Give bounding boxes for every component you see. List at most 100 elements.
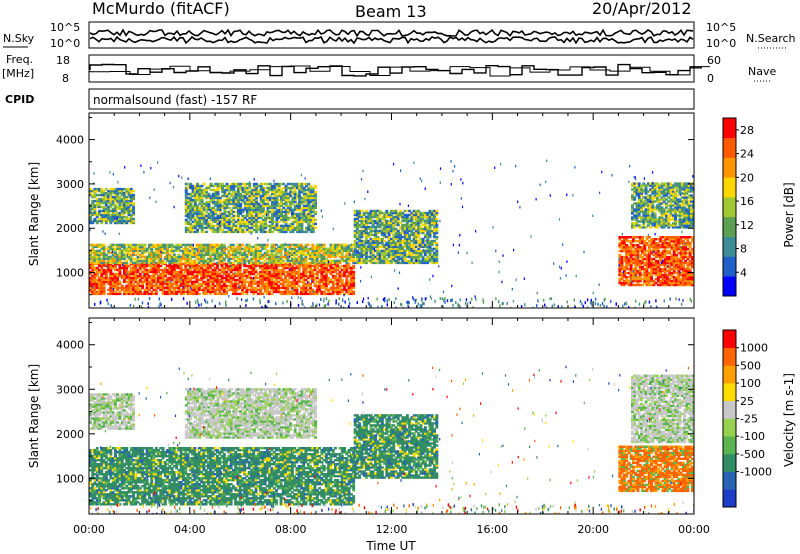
power-cell <box>227 184 231 188</box>
power-cell <box>211 282 215 286</box>
power-cell <box>125 259 129 263</box>
power-cell <box>111 266 115 270</box>
power-cell <box>313 292 317 296</box>
power-cell <box>352 276 356 280</box>
power-cell <box>187 222 190 226</box>
power-cell <box>282 190 286 194</box>
power-cell <box>281 290 285 294</box>
power-cell <box>327 288 331 292</box>
power-cell <box>148 276 151 280</box>
power-cell <box>304 268 308 272</box>
power-cell <box>315 272 319 276</box>
power-cell <box>282 196 286 200</box>
power-cell <box>225 270 228 274</box>
power-cell <box>288 245 292 249</box>
power-cell <box>132 249 135 253</box>
power-cell <box>150 243 154 247</box>
power-cell <box>349 286 353 290</box>
power-cell <box>243 272 247 276</box>
power-cell <box>385 251 389 255</box>
power-cell <box>254 243 258 247</box>
power-cell <box>248 222 252 226</box>
power-cell <box>157 251 160 255</box>
power-cell <box>248 206 252 210</box>
power-cell <box>622 249 626 253</box>
power-cell <box>618 242 622 245</box>
power-cell <box>257 226 261 230</box>
power-cell <box>216 243 219 247</box>
power-cell <box>250 208 254 212</box>
power-cell <box>349 245 353 249</box>
power-cell <box>314 226 317 230</box>
power-cell <box>322 270 326 274</box>
power-cell <box>353 231 357 235</box>
power-cell <box>211 245 215 249</box>
power-cell <box>620 267 624 271</box>
power-cell <box>300 272 303 276</box>
power-cell <box>191 192 195 196</box>
power-cell <box>216 224 220 228</box>
power-cell <box>300 230 304 234</box>
power-cell <box>91 221 95 225</box>
power-cell <box>259 224 263 228</box>
power-cell <box>179 255 183 259</box>
power-cell <box>182 268 185 272</box>
power-cell <box>622 283 626 287</box>
power-cell <box>625 247 629 251</box>
power-cell <box>111 290 115 294</box>
power-cell <box>385 215 389 219</box>
power-cell <box>275 210 279 214</box>
power-cell <box>307 212 311 216</box>
power-cell <box>152 284 156 288</box>
power-cell <box>250 200 254 204</box>
power-cell <box>214 184 218 188</box>
power-cell <box>392 215 396 219</box>
power-cell <box>127 288 131 292</box>
power-cell <box>273 214 277 218</box>
power-cell <box>198 224 202 228</box>
power-cell <box>408 261 411 265</box>
power-cell <box>405 243 409 247</box>
power-cell <box>428 235 432 239</box>
power-cell <box>184 264 188 268</box>
power-cell <box>202 286 206 290</box>
power-cell <box>225 266 228 270</box>
power-cell <box>166 270 169 274</box>
power-cell <box>286 288 290 292</box>
power-cell <box>417 249 421 253</box>
power-cell <box>166 280 169 284</box>
power-cell <box>238 261 242 265</box>
power-cell <box>336 284 340 288</box>
power-cell <box>150 268 154 272</box>
power-cell <box>207 184 211 188</box>
power-cell <box>93 278 97 282</box>
power-cell <box>209 243 213 247</box>
power-cell <box>293 272 297 276</box>
power-cell <box>138 253 142 257</box>
power-cell <box>125 288 129 292</box>
power-cell <box>271 200 274 204</box>
power-cell <box>291 214 295 218</box>
power-cell <box>281 243 285 247</box>
power-cell <box>336 266 340 270</box>
power-cell <box>412 225 416 229</box>
power-cell <box>246 206 249 210</box>
power-cell <box>248 208 252 212</box>
power-cell <box>277 264 281 268</box>
power-cell <box>120 199 124 203</box>
power-cell <box>163 292 167 296</box>
power-cell <box>320 284 324 288</box>
power-cell <box>170 272 174 276</box>
power-cell <box>227 245 231 249</box>
power-cell <box>127 199 131 203</box>
power-cell <box>211 278 215 282</box>
power-cell <box>134 272 138 276</box>
power-cell <box>157 257 160 261</box>
power-cell <box>161 247 165 251</box>
power-cell <box>403 255 407 259</box>
power-cell <box>424 235 427 239</box>
power-cell <box>145 272 149 276</box>
power-cell <box>618 257 622 261</box>
power-cell <box>143 292 147 296</box>
power-cell <box>234 264 238 268</box>
